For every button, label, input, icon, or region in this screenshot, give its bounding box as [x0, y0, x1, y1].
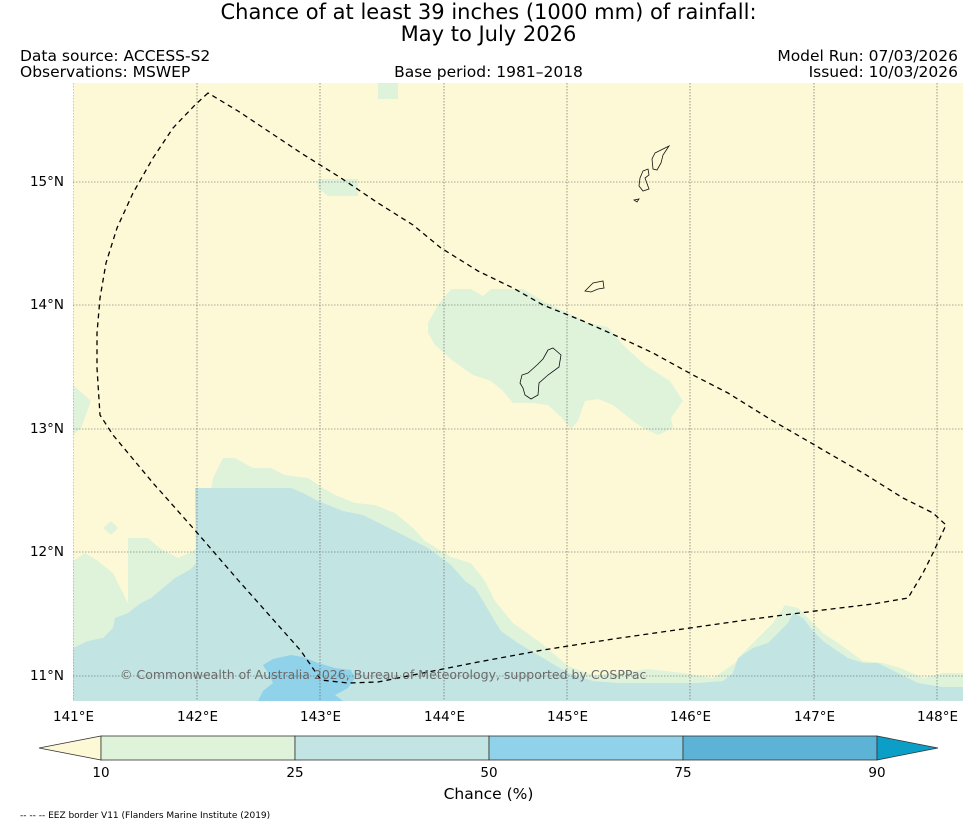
lat-tick-11n: 11°N — [4, 668, 64, 684]
lon-tick-142e: 142°E — [177, 709, 218, 725]
lat-tick-14n: 14°N — [4, 297, 64, 313]
colorbar-title: Chance (%) — [0, 785, 977, 803]
data-source-label: Data source: ACCESS-S2 — [20, 48, 210, 64]
lon-tick-143e: 143°E — [300, 709, 341, 725]
rainfall-probability-map — [73, 83, 963, 701]
colorbar-25-50 — [295, 736, 489, 760]
colorbar-label-50: 50 — [469, 765, 509, 781]
colorbar — [38, 734, 940, 764]
lon-tick-147e: 147°E — [794, 709, 835, 725]
lon-tick-148e: 148°E — [917, 709, 958, 725]
model-run-label: Model Run: 07/03/2026 — [777, 48, 958, 64]
lon-tick-141e: 141°E — [53, 709, 94, 725]
lat-tick-15n: 15°N — [4, 174, 64, 190]
eez-legend-note: -- -- -- EEZ border V11 (Flanders Marine… — [20, 811, 270, 821]
map-title-line2: May to July 2026 — [0, 22, 977, 47]
lat-tick-12n: 12°N — [4, 544, 64, 560]
lon-tick-146e: 146°E — [670, 709, 711, 725]
copyright-notice: © Commonwealth of Australia 2026, Bureau… — [120, 667, 646, 682]
colorbar-above-90 — [877, 736, 938, 760]
colorbar-label-90: 90 — [857, 765, 897, 781]
colorbar-label-75: 75 — [663, 765, 703, 781]
colorbar-50-75 — [489, 736, 683, 760]
colorbar-label-25: 25 — [275, 765, 315, 781]
lat-tick-13n: 13°N — [4, 421, 64, 437]
lon-tick-145e: 145°E — [547, 709, 588, 725]
lon-tick-144e: 144°E — [424, 709, 465, 725]
colorbar-label-10: 10 — [81, 765, 121, 781]
colorbar-10-25 — [101, 736, 295, 760]
colorbar-75-90 — [683, 736, 877, 760]
colorbar-below-10 — [39, 736, 101, 760]
issued-label: Issued: 10/03/2026 — [809, 64, 958, 80]
